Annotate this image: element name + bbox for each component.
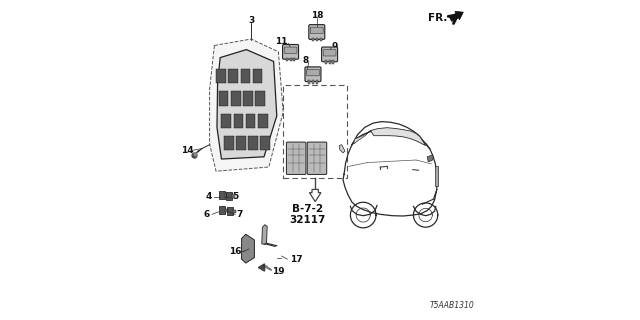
Text: 18: 18 — [310, 12, 323, 20]
FancyBboxPatch shape — [310, 27, 323, 34]
Polygon shape — [224, 136, 234, 150]
Bar — [329, 60, 331, 64]
FancyBboxPatch shape — [283, 44, 298, 59]
Polygon shape — [258, 114, 268, 128]
Polygon shape — [428, 155, 434, 162]
Text: 19: 19 — [272, 268, 285, 276]
Text: 14: 14 — [181, 146, 193, 155]
Bar — [219, 206, 225, 214]
Polygon shape — [231, 91, 241, 106]
FancyBboxPatch shape — [308, 25, 325, 39]
Text: 3: 3 — [248, 16, 254, 25]
Polygon shape — [219, 91, 228, 106]
Bar — [325, 60, 327, 64]
Text: 32117: 32117 — [290, 215, 326, 225]
FancyBboxPatch shape — [284, 47, 297, 53]
Bar — [225, 193, 228, 196]
Bar — [293, 58, 296, 61]
Text: 6: 6 — [204, 210, 210, 219]
FancyBboxPatch shape — [307, 69, 319, 76]
Bar — [227, 207, 233, 215]
Polygon shape — [234, 114, 243, 128]
Polygon shape — [242, 234, 254, 263]
FancyBboxPatch shape — [287, 142, 306, 174]
Text: 5: 5 — [232, 192, 238, 201]
Text: 8: 8 — [303, 56, 309, 65]
Bar — [308, 80, 310, 84]
Polygon shape — [260, 136, 270, 150]
Polygon shape — [371, 128, 426, 146]
Polygon shape — [248, 136, 258, 150]
Bar — [320, 38, 322, 41]
Polygon shape — [210, 39, 283, 171]
Polygon shape — [228, 69, 238, 83]
FancyArrow shape — [449, 11, 463, 21]
Polygon shape — [310, 189, 321, 202]
Text: 11: 11 — [275, 37, 288, 46]
Bar — [316, 38, 318, 41]
Bar — [285, 58, 288, 61]
Bar — [283, 85, 347, 178]
Polygon shape — [255, 91, 265, 106]
Text: 17: 17 — [290, 255, 302, 264]
Text: B-7-2: B-7-2 — [292, 204, 323, 214]
Text: 16: 16 — [229, 247, 242, 256]
Bar — [219, 191, 225, 199]
Polygon shape — [262, 225, 268, 244]
Polygon shape — [216, 69, 226, 83]
Polygon shape — [221, 114, 231, 128]
Text: 9: 9 — [332, 42, 337, 51]
Polygon shape — [246, 114, 255, 128]
Text: 4: 4 — [206, 192, 212, 201]
Polygon shape — [241, 69, 250, 83]
Text: 7: 7 — [237, 210, 243, 219]
FancyBboxPatch shape — [305, 67, 321, 82]
Text: T5AAB1310: T5AAB1310 — [429, 301, 474, 310]
Polygon shape — [253, 69, 262, 83]
FancyBboxPatch shape — [323, 50, 336, 56]
Bar — [226, 192, 232, 200]
FancyBboxPatch shape — [307, 142, 327, 174]
Polygon shape — [217, 50, 277, 159]
Bar — [435, 166, 438, 186]
Text: FR.: FR. — [428, 12, 447, 23]
Bar — [232, 194, 235, 197]
Polygon shape — [354, 131, 371, 144]
Bar — [312, 38, 314, 41]
Polygon shape — [236, 136, 246, 150]
Bar — [290, 58, 292, 61]
Bar — [233, 210, 236, 213]
Bar — [316, 80, 318, 84]
Polygon shape — [339, 145, 345, 153]
Bar — [333, 60, 335, 64]
Bar — [225, 209, 228, 212]
Polygon shape — [243, 91, 253, 106]
Bar — [312, 80, 314, 84]
FancyBboxPatch shape — [322, 47, 338, 62]
